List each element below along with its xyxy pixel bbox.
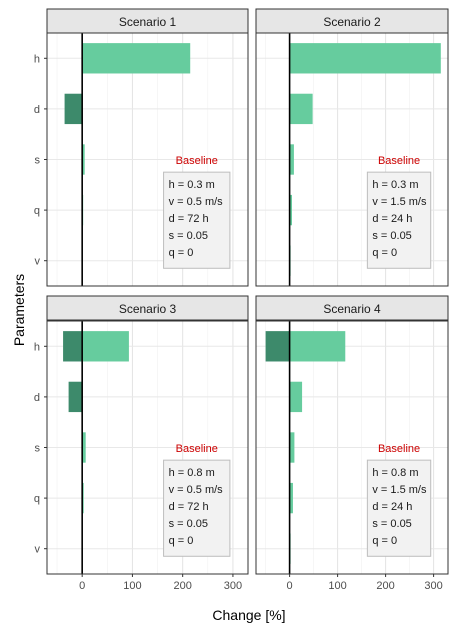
y-axis-title: Parameters — [11, 274, 27, 346]
y-tick-label-q: q — [34, 205, 40, 217]
baseline-line: s = 0.05 — [169, 230, 208, 242]
bar-h — [63, 331, 83, 362]
y-tick-label-h: h — [34, 341, 40, 353]
bar-q — [289, 194, 292, 226]
baseline-title: Baseline — [378, 443, 420, 455]
bar-s — [289, 144, 294, 175]
bar-h — [82, 331, 129, 362]
bar-h — [82, 43, 191, 74]
baseline-line: s = 0.05 — [372, 518, 411, 530]
y-tick-label-s: s — [35, 443, 41, 455]
baseline-line: d = 72 h — [169, 501, 209, 513]
baseline-line: d = 72 h — [169, 213, 209, 225]
baseline-line: s = 0.05 — [372, 230, 411, 242]
panel-scenario-3: Scenario 3 Baseline h = 0.8 m v = 0.5 m/s d … — [34, 295, 249, 592]
baseline-line: q = 0 — [169, 535, 194, 547]
baseline-box — [163, 459, 231, 557]
baseline-line: d = 24 h — [372, 213, 412, 225]
x-tick-label: 100 — [123, 580, 141, 592]
bar-q — [289, 482, 293, 514]
y-tick-label-v: v — [35, 544, 41, 556]
baseline-line: h = 0.3 m — [372, 179, 418, 191]
baseline-line: s = 0.05 — [169, 518, 208, 530]
baseline-line: q = 0 — [372, 247, 397, 259]
panels: Scenario 1 Baseline h = 0.3 m v = 0.5 m/s d … — [34, 8, 449, 592]
baseline-line: h = 0.3 m — [169, 179, 215, 191]
baseline-line: v = 0.5 m/s — [169, 196, 224, 208]
baseline-box — [366, 459, 432, 557]
baseline-line: v = 0.5 m/s — [169, 484, 224, 496]
baseline-box — [366, 171, 432, 269]
strip-background — [255, 8, 449, 34]
baseline-box — [163, 171, 231, 269]
x-tick-label: 200 — [173, 580, 191, 592]
bar-s — [289, 432, 295, 463]
strip-background — [46, 8, 249, 34]
y-tick-label-v: v — [35, 256, 41, 268]
bar-d — [289, 381, 303, 413]
baseline-line: h = 0.8 m — [169, 467, 215, 479]
baseline-line: d = 24 h — [372, 501, 412, 513]
x-tick-label: 0 — [79, 580, 85, 592]
panel-scenario-1: Scenario 1 Baseline h = 0.3 m v = 0.5 m/s d … — [34, 8, 249, 287]
panel-title: Scenario 3 — [119, 302, 177, 316]
panel-title: Scenario 2 — [323, 15, 381, 29]
y-tick-label-d: d — [34, 104, 40, 116]
bar-s — [82, 432, 86, 463]
baseline-line: v = 1.5 m/s — [372, 484, 427, 496]
x-axis-title: Change [%] — [212, 607, 285, 623]
baseline-title: Baseline — [176, 155, 218, 167]
strip-background — [255, 295, 449, 321]
bar-d — [289, 93, 313, 125]
strip-background — [46, 295, 249, 321]
panel-border — [255, 32, 449, 287]
panel-scenario-4: Scenario 4 Baseline h = 0.8 m v = 1.5 m/s d … — [255, 295, 449, 592]
baseline-line: q = 0 — [169, 247, 194, 259]
x-tick-label: 0 — [287, 580, 293, 592]
baseline-title: Baseline — [176, 443, 218, 455]
y-tick-label-s: s — [35, 155, 41, 167]
x-tick-label: 100 — [328, 580, 346, 592]
baseline-line: q = 0 — [372, 535, 397, 547]
baseline-line: v = 1.5 m/s — [372, 196, 427, 208]
x-tick-label: 300 — [424, 580, 442, 592]
panel-scenario-2: Scenario 2 Baseline h = 0.3 m v = 1.5 m/s d … — [255, 8, 449, 287]
panel-title: Scenario 1 — [119, 15, 177, 29]
x-tick-label: 300 — [224, 580, 242, 592]
bar-h — [289, 331, 346, 362]
baseline-line: h = 0.8 m — [372, 467, 418, 479]
panel-border — [255, 320, 449, 575]
y-tick-label-d: d — [34, 392, 40, 404]
y-tick-label-h: h — [34, 53, 40, 65]
x-tick-label: 200 — [376, 580, 394, 592]
y-tick-label-q: q — [34, 493, 40, 505]
bar-s — [82, 144, 85, 175]
bar-d — [68, 381, 83, 413]
panel-title: Scenario 4 — [323, 302, 381, 316]
baseline-title: Baseline — [378, 155, 420, 167]
bar-h — [289, 43, 441, 74]
bar-d — [64, 93, 83, 125]
bar-h — [265, 331, 290, 362]
